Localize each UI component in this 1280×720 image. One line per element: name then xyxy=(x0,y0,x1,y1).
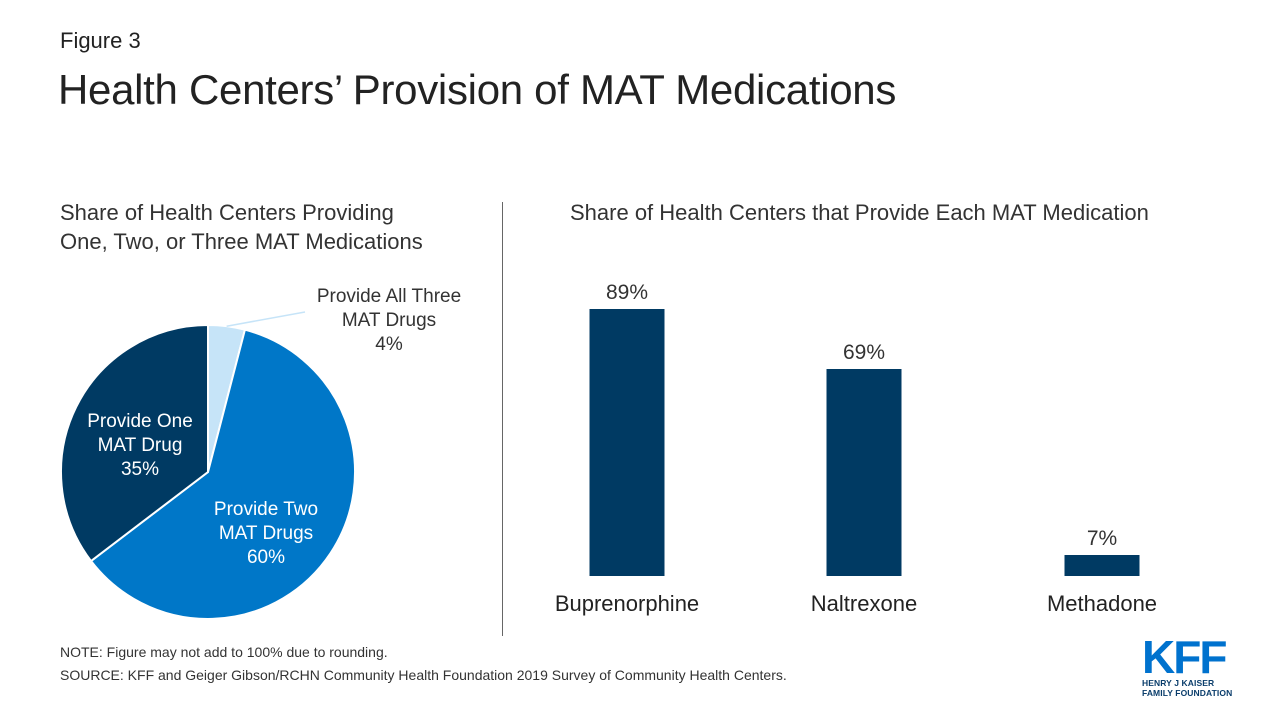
bar-buprenorphine xyxy=(589,309,665,576)
bar-chart: 89% Buprenorphine 69% Naltrexone 7% Methadone xyxy=(555,281,1157,616)
source-text: SOURCE: KFF and Geiger Gibson/RCHN Commu… xyxy=(60,667,787,683)
pie-slice-2 xyxy=(89,328,356,620)
chart-divider xyxy=(502,202,503,636)
pie-chart-subtitle-line-2: One, Two, or Three MAT Medications xyxy=(60,229,423,254)
bar-value-label-naltrexone: 69% xyxy=(843,341,885,364)
kff-logo-line-1: HENRY J KAISER xyxy=(1142,678,1215,688)
figure-label: Figure 3 xyxy=(60,28,141,53)
bar-category-label-naltrexone: Naltrexone xyxy=(811,591,917,616)
pie-slice-label-3: Provide One MAT Drug 35% xyxy=(87,411,193,480)
note-text: NOTE: Figure may not add to 100% due to … xyxy=(60,644,388,660)
pie-slice-label-2: Provide Two MAT Drugs 60% xyxy=(214,499,318,568)
pie-chart: Provide All Three MAT Drugs 4% Provide Two M… xyxy=(60,286,461,620)
bar-category-label-methadone: Methadone xyxy=(1047,591,1157,616)
bar-methadone xyxy=(1064,555,1140,576)
pie-chart-subtitle-line-1: Share of Health Centers Providing xyxy=(60,200,394,225)
bar-naltrexone xyxy=(826,369,902,576)
kff-logo-line-2: FAMILY FOUNDATION xyxy=(1142,688,1233,698)
page-title: Health Centers’ Provision of MAT Medicat… xyxy=(58,66,897,113)
pie-slice-label-1: Provide All Three MAT Drugs 4% xyxy=(317,286,461,355)
bar-category-label-buprenorphine: Buprenorphine xyxy=(555,591,699,616)
bar-value-label-methadone: 7% xyxy=(1087,527,1117,550)
bar-chart-subtitle: Share of Health Centers that Provide Eac… xyxy=(570,200,1149,225)
pie-chart-subtitle: Share of Health Centers Providing One, T… xyxy=(60,198,480,256)
kff-logo: KFF HENRY J KAISER FAMILY FOUNDATION xyxy=(1142,631,1238,698)
bar-value-label-buprenorphine: 89% xyxy=(606,281,648,304)
kff-logo-mark: KFF xyxy=(1142,631,1227,683)
pie-slice-3 xyxy=(60,323,209,563)
pie-leader-line xyxy=(226,311,306,327)
